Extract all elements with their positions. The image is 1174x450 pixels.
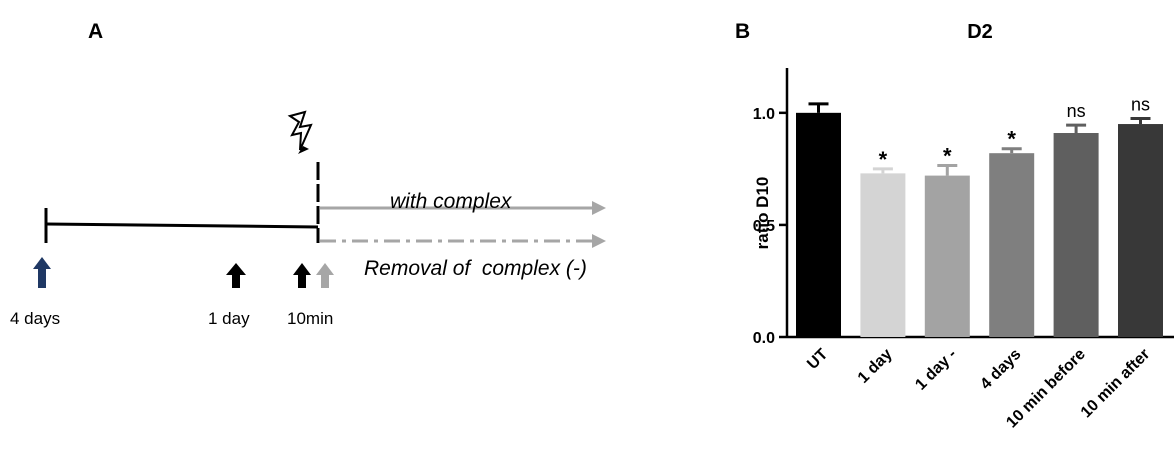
significance-annotation: ns: [1131, 94, 1150, 114]
x-tick-label: 10 min after: [1078, 346, 1154, 422]
lightning-bolt-icon: [287, 110, 313, 154]
bar: [1118, 124, 1163, 338]
timepoint-label-10min: 10min: [287, 309, 334, 328]
significance-annotation: *: [879, 147, 888, 172]
arrow-up-icon: [226, 263, 246, 288]
bar: [924, 175, 970, 337]
x-tick-label: 1 day: [855, 346, 896, 387]
arrow-up-icon: [33, 257, 51, 288]
y-tick-label: 0.0: [753, 330, 775, 347]
x-tick-label: UT: [804, 346, 831, 373]
with-complex-label: with complex: [390, 190, 512, 213]
timepoint-label-1-day: 1 day: [208, 309, 250, 328]
timepoint-label-4-days: 4 days: [10, 309, 61, 328]
panel-b-letter: B: [735, 20, 751, 43]
bar: [989, 153, 1035, 337]
arrow-up-icon: [293, 263, 311, 288]
panel-a-letter: A: [88, 20, 104, 43]
timeline-diagram: [33, 110, 606, 288]
y-tick-label: 0.5: [753, 218, 775, 235]
removal-arrowhead: [592, 234, 606, 248]
bar: [1053, 133, 1099, 337]
x-tick-label: 1 day -: [912, 346, 960, 394]
removal-of-complex-label: Removal of complex (-): [364, 257, 587, 280]
significance-annotation: *: [1007, 127, 1016, 152]
significance-annotation: ns: [1067, 101, 1086, 121]
timeline-line: [45, 222, 319, 229]
significance-annotation: *: [943, 144, 952, 169]
bar: [860, 173, 906, 337]
y-tick-label: 1.0: [753, 106, 775, 123]
chart-title: D2: [967, 21, 993, 43]
arrow-up-icon: [316, 263, 334, 288]
bar: [796, 112, 841, 337]
x-tick-label: 4 days: [977, 346, 1024, 393]
bar-chart: D2 ratio D10 0.0 0.5 1.0 UT * 1 day * 1 day - *…: [753, 21, 1174, 431]
y-axis-label: ratio D10: [753, 177, 772, 250]
with-complex-arrowhead: [592, 201, 606, 215]
